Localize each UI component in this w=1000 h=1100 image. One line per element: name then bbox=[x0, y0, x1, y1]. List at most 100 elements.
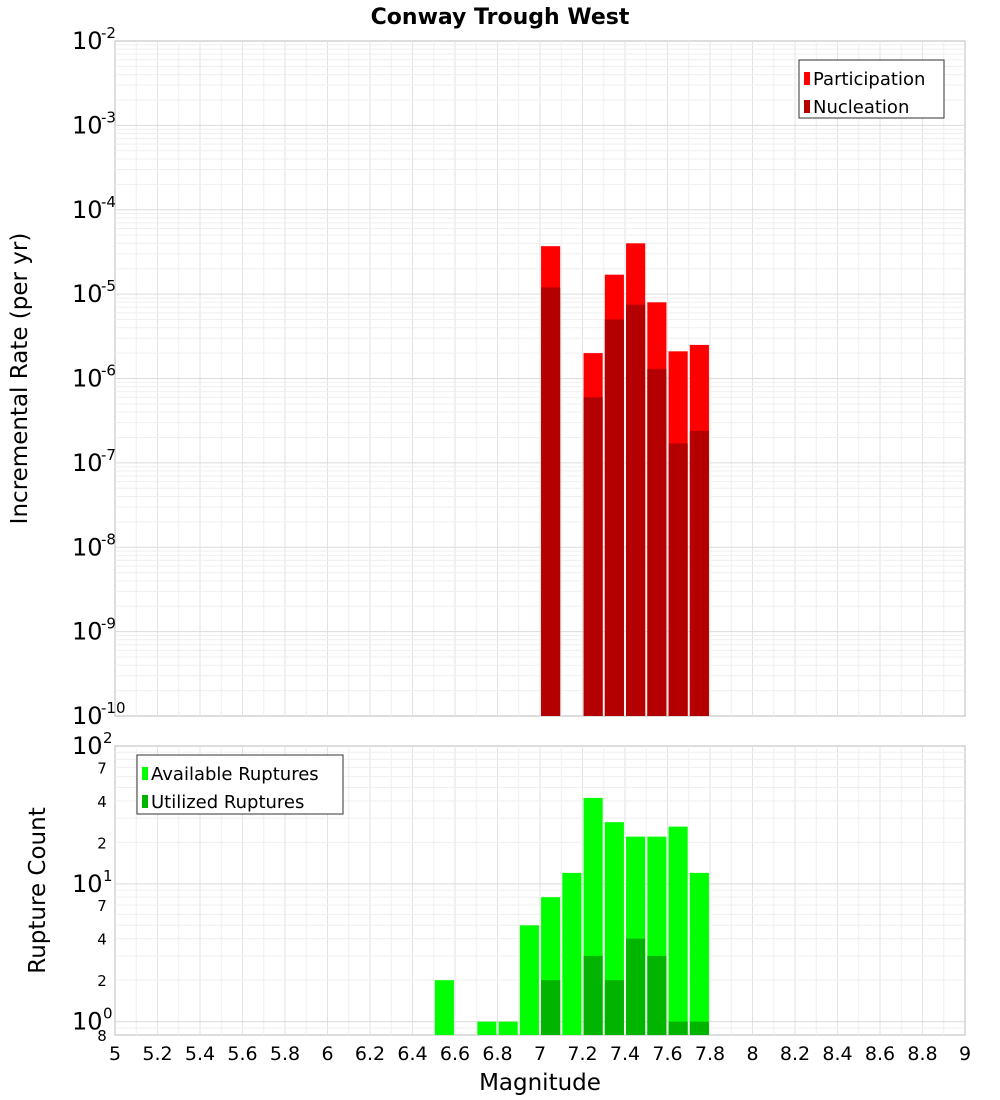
bottom-bars bbox=[434, 797, 709, 1035]
legend-swatch bbox=[804, 100, 810, 113]
chart-title: Conway Trough West bbox=[371, 5, 630, 30]
y-tick-label: 10 2 bbox=[72, 729, 113, 760]
bar-available-ruptures bbox=[562, 872, 582, 1035]
legend-swatch bbox=[142, 795, 148, 808]
legend-label: Available Ruptures bbox=[151, 764, 319, 785]
top-y-axis-label: Incremental Rate (per yr) bbox=[7, 233, 33, 525]
y-tick-exponent: -6 bbox=[101, 362, 116, 380]
bar-available-ruptures bbox=[689, 872, 709, 1035]
legend-swatch bbox=[804, 72, 810, 85]
x-tick-label: 8.2 bbox=[780, 1043, 810, 1065]
bar-available-ruptures bbox=[477, 1021, 497, 1035]
legend-label: Participation bbox=[813, 69, 925, 90]
bar-nucleation bbox=[647, 368, 667, 716]
x-tick-label: 6 bbox=[321, 1043, 333, 1065]
y-tick-label: 10-3 bbox=[72, 108, 116, 139]
x-tick-label: 7.6 bbox=[652, 1043, 682, 1065]
y-tick-base: 10 bbox=[72, 1008, 103, 1036]
x-tick-label: 5.8 bbox=[270, 1043, 300, 1065]
x-tick-label: 6.8 bbox=[482, 1043, 512, 1065]
x-tick-label: 7.2 bbox=[567, 1043, 597, 1065]
bar-nucleation bbox=[626, 304, 646, 716]
bar-available-ruptures bbox=[434, 980, 454, 1035]
bar-utilized-ruptures bbox=[689, 1021, 709, 1035]
top-plot: 10-210-310-410-510-610-710-810-910-10 In… bbox=[7, 24, 966, 730]
bar-nucleation bbox=[668, 443, 688, 716]
y-tick-exponent: 0 bbox=[103, 1005, 113, 1023]
x-axis-label: Magnitude bbox=[479, 1070, 601, 1096]
x-tick-label: 7.8 bbox=[695, 1043, 725, 1065]
x-tick-label: 8 bbox=[746, 1043, 758, 1065]
bar-nucleation bbox=[604, 319, 624, 716]
y-tick-label: 10-2 bbox=[72, 24, 116, 55]
bar-utilized-ruptures bbox=[583, 955, 603, 1035]
y-tick-base: 10 bbox=[72, 618, 103, 646]
y-tick-label: 10-8 bbox=[72, 530, 116, 561]
y-tick-exponent: -4 bbox=[101, 193, 116, 211]
legend-label: Nucleation bbox=[813, 97, 909, 118]
x-tick-label: 8.4 bbox=[822, 1043, 852, 1065]
y-tick-label: 10-9 bbox=[72, 615, 116, 646]
x-tick-label: 7 bbox=[534, 1043, 546, 1065]
x-tick-label: 5.4 bbox=[185, 1043, 215, 1065]
x-tick-label: 8.8 bbox=[907, 1043, 937, 1065]
bar-utilized-ruptures bbox=[647, 955, 667, 1035]
x-ticks: 5 5.2 5.4 5.6 5.8 6 6.2 6.4 6.6 6.8 7 7.2 7.4 7.6 7.8 8… bbox=[109, 1043, 971, 1065]
bar-utilized-ruptures bbox=[541, 980, 561, 1035]
x-tick-label: 9 bbox=[959, 1043, 971, 1065]
y-tick-exponent: -9 bbox=[101, 615, 116, 633]
y-tick-base: 10 bbox=[72, 111, 103, 139]
y-tick-minor-label: 7 bbox=[97, 897, 107, 915]
y-tick-exponent: -8 bbox=[101, 530, 116, 548]
y-tick-base: 10 bbox=[72, 870, 103, 898]
y-tick-exponent: -5 bbox=[101, 277, 116, 295]
y-tick-base: 10 bbox=[72, 732, 103, 760]
y-tick-minor-label: 4 bbox=[97, 793, 107, 811]
bar-nucleation bbox=[583, 397, 603, 716]
bar-available-ruptures bbox=[668, 826, 688, 1035]
y-tick-minor-label: 4 bbox=[97, 931, 107, 949]
x-tick-label: 6.6 bbox=[440, 1043, 470, 1065]
top-grid bbox=[115, 41, 965, 716]
y-tick-minor-label: 7 bbox=[97, 759, 107, 777]
y-tick-base: 10 bbox=[72, 449, 103, 477]
y-tick-label: 10 0 bbox=[72, 1005, 113, 1036]
x-tick-label: 8.6 bbox=[865, 1043, 895, 1065]
bar-nucleation bbox=[541, 287, 561, 716]
y-tick-base: 10 bbox=[72, 280, 103, 308]
y-tick-base: 10 bbox=[72, 365, 103, 393]
y-tick-label: 10-10 bbox=[72, 699, 126, 730]
legend-box bbox=[798, 59, 945, 119]
y-tick-exponent: 1 bbox=[103, 867, 113, 885]
y-tick-exponent: -7 bbox=[101, 446, 116, 464]
bar-utilized-ruptures bbox=[668, 1021, 688, 1035]
y-tick-base: 10 bbox=[72, 533, 103, 561]
bottom-legend: Available Ruptures Utilized Ruptures bbox=[136, 754, 344, 815]
y-tick-label: 10 1 bbox=[72, 867, 113, 898]
bar-nucleation bbox=[689, 430, 709, 716]
bar-available-ruptures bbox=[519, 925, 539, 1035]
y-tick-base: 10 bbox=[72, 702, 103, 730]
legend-swatch bbox=[142, 767, 148, 780]
y-tick-label: 10-7 bbox=[72, 446, 116, 477]
y-tick-label: 10-4 bbox=[72, 193, 116, 224]
bar-utilized-ruptures bbox=[626, 938, 646, 1035]
y-tick-exponent: -10 bbox=[101, 699, 126, 717]
y-tick-minor-label: 2 bbox=[97, 834, 107, 852]
bottom-y-axis-label: Rupture Count bbox=[25, 807, 51, 973]
x-tick-label: 6.4 bbox=[397, 1043, 427, 1065]
y-tick-base: 10 bbox=[72, 27, 103, 55]
y-tick-label: 10-5 bbox=[72, 277, 116, 308]
x-tick-label: 5.6 bbox=[227, 1043, 257, 1065]
y-tick-minor-label: 2 bbox=[97, 972, 107, 990]
y-tick-minor-label: 8 bbox=[97, 1027, 107, 1045]
top-legend: Participation Nucleation bbox=[798, 59, 945, 119]
y-tick-exponent: -3 bbox=[101, 108, 116, 126]
y-tick-exponent: 2 bbox=[103, 729, 113, 747]
legend-box bbox=[136, 754, 344, 815]
x-tick-label: 5.2 bbox=[142, 1043, 172, 1065]
x-tick-label: 5 bbox=[109, 1043, 121, 1065]
